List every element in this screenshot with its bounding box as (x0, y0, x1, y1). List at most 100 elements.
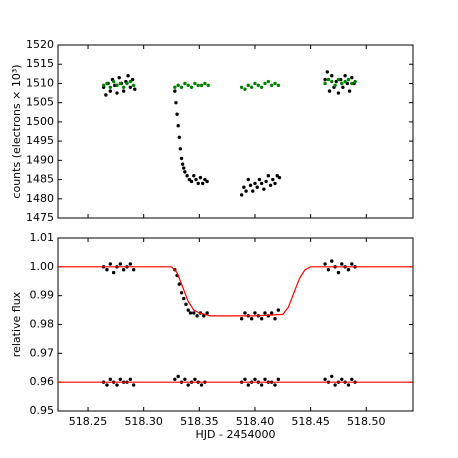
data-point (336, 270, 341, 275)
data-point (323, 262, 327, 266)
data-point (205, 179, 209, 184)
y-tick-label: 1505 (26, 96, 54, 109)
data-point (276, 377, 281, 381)
data-point (341, 85, 345, 89)
y-tick-label: 1490 (26, 153, 54, 166)
data-point (105, 268, 109, 272)
y-tick-label: 0.96 (30, 375, 55, 388)
data-point (173, 89, 177, 93)
data-point (121, 89, 126, 93)
data-point (179, 85, 184, 89)
data-point (273, 383, 277, 387)
data-point (264, 179, 268, 184)
data-point (173, 377, 177, 381)
data-point (325, 70, 330, 74)
data-point (126, 74, 130, 78)
data-point (131, 83, 136, 88)
data-point (350, 75, 354, 80)
data-point (244, 189, 248, 193)
data-point (340, 262, 344, 266)
data-point (249, 85, 254, 89)
data-point (345, 81, 350, 86)
data-point (259, 383, 264, 387)
data-point (346, 268, 351, 272)
data-point (243, 377, 247, 381)
data-point (130, 77, 135, 82)
data-point (333, 83, 337, 88)
y-axis-label: counts (electrons × 10³) (10, 64, 23, 198)
data-point (177, 135, 182, 139)
data-point (350, 81, 354, 86)
data-point (242, 185, 246, 189)
data-point (330, 259, 334, 263)
data-point (175, 112, 179, 116)
data-point (273, 181, 277, 186)
data-point (251, 189, 255, 193)
data-point (246, 83, 250, 88)
data-point (193, 377, 197, 381)
data-point (176, 374, 180, 379)
data-point (188, 311, 193, 315)
plot-frame (57, 44, 414, 219)
data-point (326, 268, 331, 272)
data-point (333, 383, 337, 387)
data-point (275, 174, 279, 178)
data-point (128, 79, 133, 84)
data-point (273, 81, 277, 86)
data-point (326, 77, 331, 82)
data-point (246, 383, 250, 387)
data-point (340, 377, 344, 381)
data-point (133, 87, 137, 91)
data-point (128, 85, 133, 89)
data-point (128, 262, 133, 266)
y-tick-label: 0.98 (30, 318, 55, 331)
data-point (118, 81, 123, 86)
data-point (202, 314, 206, 318)
data-point (262, 187, 266, 191)
data-point (263, 377, 267, 381)
data-point (174, 100, 178, 105)
data-point (268, 183, 273, 188)
data-point (185, 174, 189, 178)
data-point (346, 77, 351, 82)
data-point (189, 85, 194, 89)
data-point (115, 83, 119, 88)
data-point (186, 383, 190, 387)
data-point (105, 383, 109, 387)
x-tick-label: 518.30 (124, 415, 163, 428)
y-tick-label: 0.97 (30, 346, 55, 359)
data-point (269, 311, 274, 315)
data-point (192, 311, 196, 315)
data-point (330, 374, 334, 379)
x-tick-label: 518.40 (236, 415, 275, 428)
data-point (179, 291, 184, 295)
data-point (176, 83, 180, 88)
y-tick-label: 1520 (26, 38, 54, 51)
data-point (118, 377, 123, 381)
data-point (206, 83, 210, 88)
data-point (239, 85, 244, 89)
data-point (323, 377, 327, 381)
data-point (330, 74, 334, 78)
data-point (108, 85, 113, 89)
y-tick-label: 1.01 (30, 231, 55, 244)
data-point (189, 179, 194, 184)
data-point (205, 311, 209, 315)
data-point (255, 185, 259, 189)
data-point (196, 83, 200, 88)
data-point (263, 81, 267, 86)
data-point (131, 268, 136, 272)
data-point (266, 79, 271, 84)
data-point (271, 177, 275, 182)
data-point (111, 270, 116, 275)
data-point (353, 79, 357, 84)
data-point (323, 81, 327, 86)
y-tick-label: 1500 (26, 115, 54, 128)
data-point (253, 377, 257, 381)
y-tick-label: 0.99 (30, 289, 55, 302)
data-point (343, 74, 347, 78)
data-point (336, 91, 341, 95)
data-point (131, 383, 136, 387)
data-point (249, 317, 254, 321)
